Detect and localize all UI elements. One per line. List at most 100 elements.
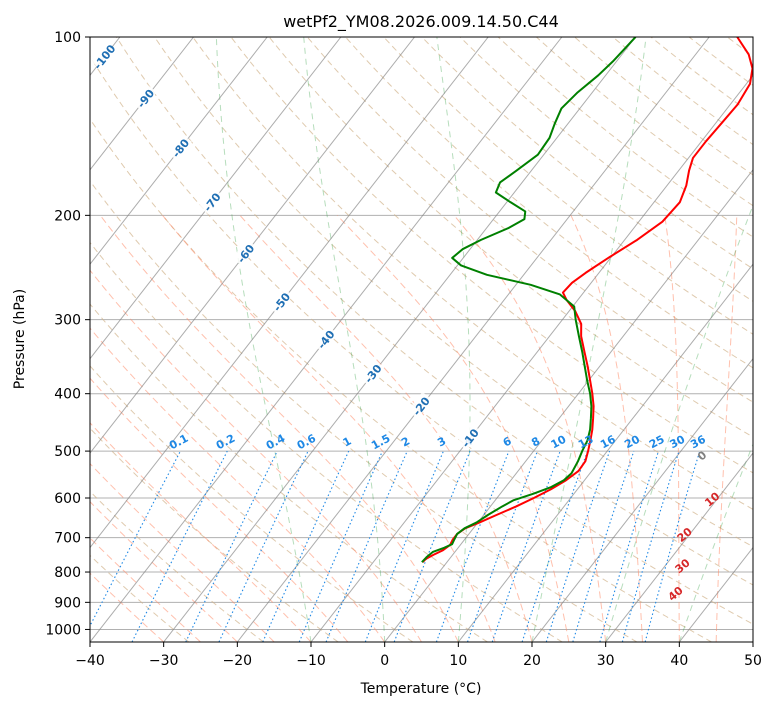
x-tick-label: 30 (597, 653, 615, 669)
x-tick-label: 40 (670, 653, 688, 669)
mixing-ratio-label: 13 (576, 433, 596, 452)
x-tick-label: −30 (149, 653, 179, 669)
dry-adiabat (268, 37, 753, 438)
mixing-ratio-line (545, 450, 611, 642)
isotherm (236, 37, 710, 642)
dry-adiabat (192, 37, 753, 510)
mixing-ratio-line (599, 450, 660, 642)
isotherm (605, 452, 753, 642)
background-lines (90, 37, 753, 642)
moist-adiabat (90, 462, 275, 642)
chart-title: wetPf2_YM08.2026.009.14.50.C44 (283, 12, 559, 32)
mixing-ratio-label: 20 (622, 432, 642, 451)
y-axis-title: Pressure (hPa) (12, 289, 28, 389)
x-tick-label: 10 (449, 653, 467, 669)
y-tick-label: 300 (54, 313, 81, 329)
mixing-ratio-line (262, 450, 350, 642)
isotherm-label-bg (232, 239, 258, 267)
mixing-ratio-line (393, 450, 471, 642)
moist-adiabat (90, 537, 201, 642)
moist-adiabat (453, 215, 607, 642)
mixing-ratio-label: 25 (647, 433, 667, 452)
x-tick-label: −20 (223, 653, 253, 669)
dry-adiabat (90, 241, 563, 642)
mixing-ratio-line (325, 450, 408, 642)
isotherm-label-bg (166, 133, 192, 161)
mixing-ratio-line (298, 450, 383, 642)
isotherm-label-bg (131, 84, 157, 112)
isotherm (457, 263, 753, 642)
y-tick-label: 900 (54, 595, 81, 611)
mixing-ratio-line (466, 450, 538, 642)
axes: −40 −30 −20 −10 0 10 20 30 40 50 100 200 300 400 500 60… (45, 30, 762, 669)
y-tick-label: 1000 (45, 622, 81, 638)
mixing-ratio-line (621, 450, 680, 642)
moist-adiabat (715, 215, 738, 642)
dry-adiabat (90, 55, 753, 625)
mixing-ratio-line (644, 450, 701, 642)
isotherm-label-bg (267, 287, 293, 315)
x-tick-label: −40 (75, 653, 105, 669)
x-tick-label: 20 (523, 653, 541, 669)
dry-adiabat (90, 427, 339, 642)
moist-adiabat (570, 215, 643, 642)
mixing-ratio-line (131, 450, 228, 642)
moist-adiabat (90, 422, 312, 642)
isotherm (163, 37, 636, 642)
isotherm (90, 37, 342, 360)
isotherm (90, 37, 489, 549)
y-tick-label: 600 (54, 491, 81, 507)
wetbulb-curve (303, 37, 386, 642)
dewpoint-line (421, 37, 637, 563)
moist-adiabat (664, 215, 680, 642)
isotherm (90, 37, 415, 454)
wetbulb-curve (215, 37, 312, 642)
wetbulb-curve (531, 37, 647, 642)
wetbulb-curve (436, 37, 471, 642)
dry-adiabat (90, 303, 488, 642)
moist-adiabat (239, 215, 533, 642)
profile-series (421, 37, 753, 563)
mixing-ratio-label: 30 (668, 432, 688, 451)
y-tick-label: 200 (54, 208, 81, 224)
y-tick-label: 100 (54, 30, 81, 46)
isotherm (384, 168, 753, 642)
moist-adiabat (162, 215, 496, 642)
isotherm-label-bg (359, 359, 385, 387)
isotherm (531, 357, 753, 642)
mixing-ratio-line (491, 450, 561, 642)
mixing-ratio-line (364, 450, 444, 642)
isotherm-label-bg (90, 42, 116, 70)
wetbulb-curve (678, 442, 753, 642)
dry-adiabat (90, 180, 638, 642)
isotherm (310, 74, 753, 642)
mixing-ratio-label: 10 (549, 433, 569, 452)
isotherm (90, 37, 268, 266)
mixing-ratio-label: 36 (688, 433, 708, 452)
moist-adiabat (90, 572, 165, 642)
x-tick-label: −10 (296, 653, 326, 669)
dry-adiabat (230, 37, 753, 474)
dry-adiabat (115, 37, 753, 586)
x-axis-title: Temperature (°C) (360, 681, 482, 697)
y-tick-label: 400 (54, 387, 81, 403)
wetbulb-curve (605, 204, 753, 642)
x-tick-label: 50 (744, 653, 762, 669)
y-tick-label: 800 (54, 565, 81, 581)
dry-adiabat (421, 37, 753, 302)
x-tick-label: 0 (380, 653, 389, 669)
mixing-ratio-line (521, 450, 589, 642)
moist-adiabat (90, 327, 386, 642)
isotherm-label-bg (456, 423, 482, 451)
dry-adiabat (90, 554, 190, 642)
moist-adiabat (90, 501, 238, 642)
plot-frame (89, 36, 754, 643)
mixing-ratio-line (435, 450, 510, 642)
isotherm-label-bg (312, 325, 338, 353)
mixing-ratio-label: 16 (598, 433, 618, 452)
isotherm-label-bg (407, 391, 433, 419)
dry-adiabat (90, 365, 414, 642)
mixing-ratio-line (572, 450, 635, 642)
